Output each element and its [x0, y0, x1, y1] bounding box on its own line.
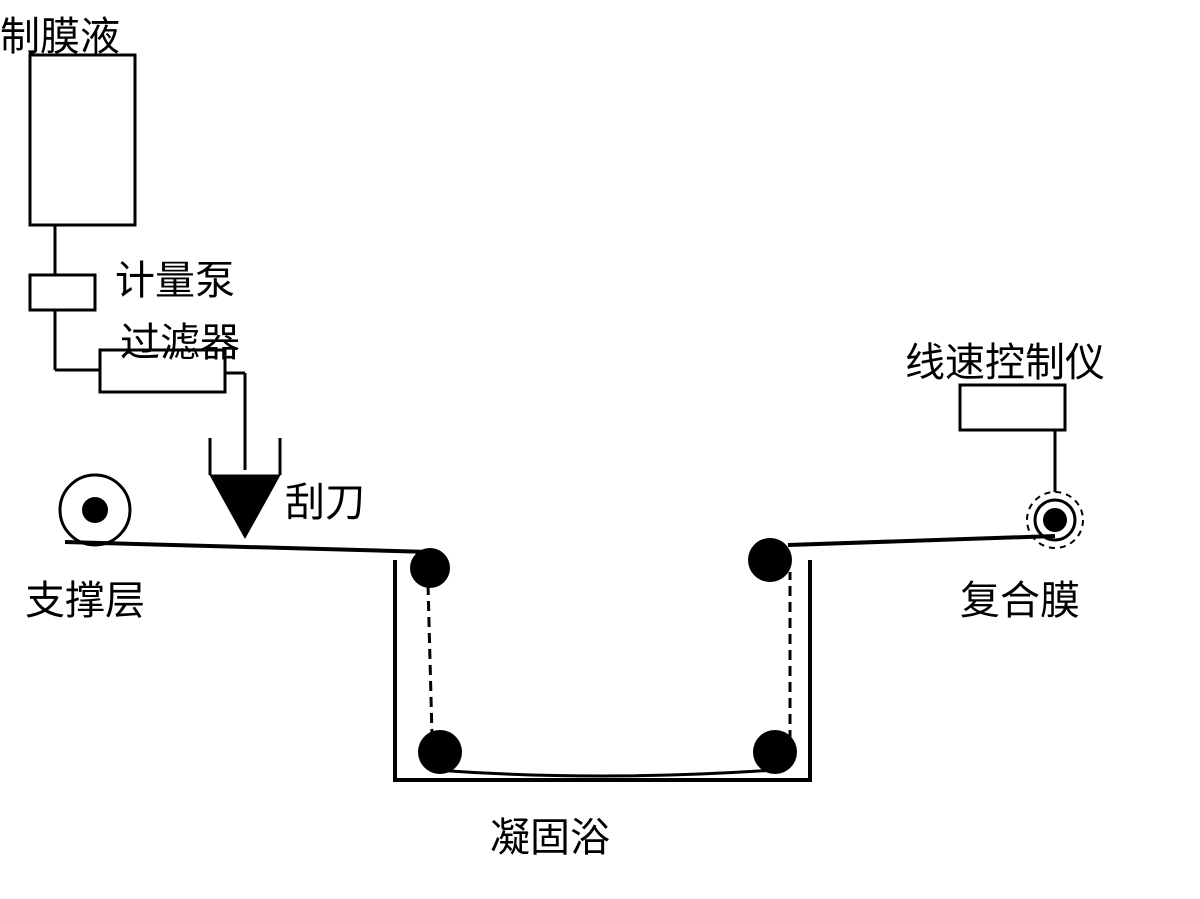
- tank-rect: [30, 55, 135, 225]
- film-down-left: [428, 585, 432, 735]
- speed-controller-rect: [960, 385, 1065, 430]
- diagram-svg: [0, 0, 1200, 899]
- label-metering-pump: 计量泵: [115, 248, 235, 306]
- label-blade: 刮刀: [285, 470, 365, 528]
- roller-bath-in-top: [410, 548, 450, 588]
- hopper-funnel: [210, 475, 280, 538]
- label-support-layer: 支撑层: [25, 568, 145, 626]
- label-casting-solution: 制膜液: [0, 4, 120, 62]
- film-bottom: [435, 770, 775, 776]
- label-coagulation-bath: 凝固浴: [490, 805, 610, 863]
- label-speed-controller: 线速控制仪: [905, 330, 1105, 388]
- label-composite-membrane: 复合膜: [960, 568, 1080, 626]
- roller-bath-out-top: [748, 538, 792, 582]
- film-right: [788, 536, 1055, 545]
- pump-rect: [30, 275, 95, 310]
- support-roll-inner: [82, 497, 108, 523]
- film-left: [65, 542, 430, 552]
- diagram-canvas: 制膜液 计量泵 过滤器 刮刀 支撑层 凝固浴 线速控制仪 复合膜: [0, 0, 1200, 899]
- takeup-roll-inner: [1043, 508, 1067, 532]
- label-filter: 过滤器: [120, 310, 240, 368]
- roller-bath-in-bot: [418, 730, 462, 774]
